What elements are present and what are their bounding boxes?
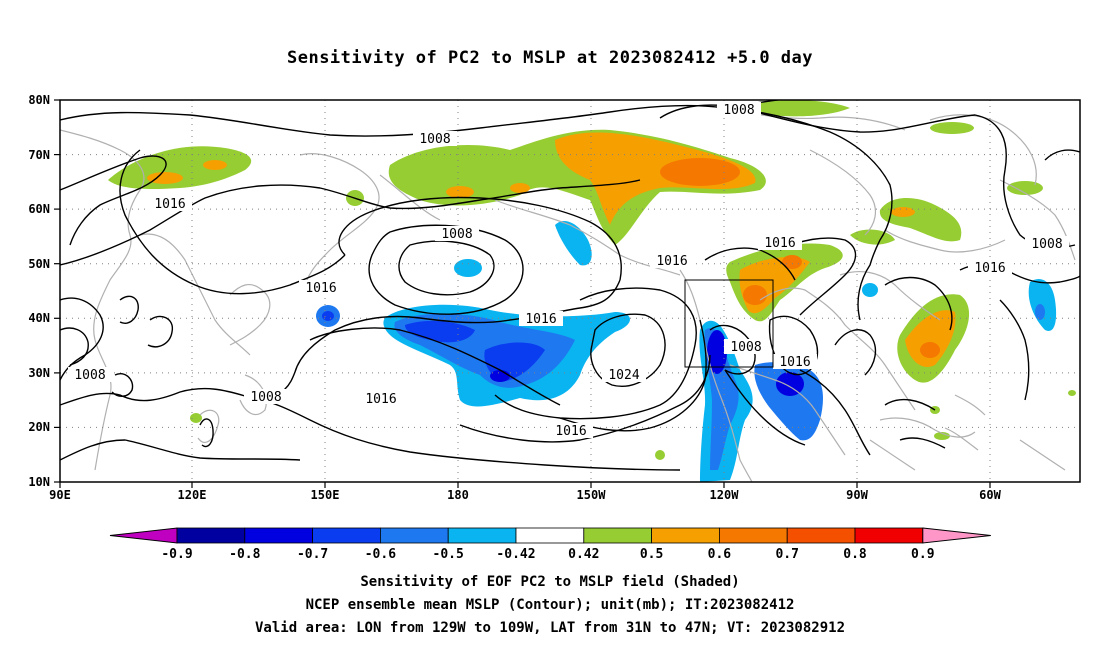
colorbar-tick-label: 0.42 xyxy=(568,547,599,562)
contour-label: 1008 xyxy=(250,390,281,405)
colorbar-extend-low xyxy=(109,527,178,544)
colorbar-tick-label: -0.9 xyxy=(161,547,192,562)
contour-label: 1008 xyxy=(723,103,754,118)
colorbar-cell xyxy=(312,527,381,544)
lon-label: 120E xyxy=(178,488,207,502)
lon-label: 90W xyxy=(846,488,868,502)
colorbar-cell xyxy=(515,527,585,544)
footer-caption-line-3: Valid area: LON from 129W to 109W, LAT f… xyxy=(254,620,845,636)
lat-label: 60N xyxy=(28,202,50,216)
colorbar-tick-label: -0.5 xyxy=(433,547,464,562)
colorbar-cell xyxy=(651,527,720,544)
plot-title: Sensitivity of PC2 to MSLP at 2023082412… xyxy=(286,48,813,68)
lat-label: 70N xyxy=(28,148,50,162)
colorbar-extend-high xyxy=(922,527,991,544)
colorbar-tick-label: -0.42 xyxy=(496,547,535,562)
colorbar-cell xyxy=(786,527,856,544)
lat-label: 40N xyxy=(28,311,50,325)
contour-label: 1016 xyxy=(779,355,810,370)
contour-label: 1024 xyxy=(608,368,639,383)
colorbar: -0.9 -0.8 -0.7 -0.6 -0.5 -0.42 0.42 0.5 0.6 0.7 0.… xyxy=(109,527,991,562)
axis-ticks xyxy=(54,99,991,488)
lat-label: 30N xyxy=(28,366,50,380)
latitude-labels: 80N 70N 60N 50N 40N 30N 20N 10N xyxy=(28,93,50,489)
colorbar-tick-label: 0.9 xyxy=(911,547,934,562)
contour-label: 1008 xyxy=(419,132,450,147)
footer-caption-line-2: NCEP ensemble mean MSLP (Contour); unit(… xyxy=(305,597,795,613)
colorbar-cell xyxy=(719,527,788,544)
colorbar-cell xyxy=(379,527,449,544)
colorbar-tick-label: -0.7 xyxy=(297,547,328,562)
contour-label: 1008 xyxy=(74,368,105,383)
valid-area-box xyxy=(684,279,774,368)
colorbar-tick-label: -0.6 xyxy=(365,547,396,562)
contour-label: 1016 xyxy=(305,281,336,296)
colorbar-cell xyxy=(854,527,924,544)
lat-label: 20N xyxy=(28,420,50,434)
contour-label: 1016 xyxy=(656,254,687,269)
lat-label: 10N xyxy=(28,475,50,489)
colorbar-cell xyxy=(447,527,517,544)
footer-caption-line-1: Sensitivity of EOF PC2 to MSLP field (Sh… xyxy=(360,574,740,590)
lat-label: 80N xyxy=(28,93,50,107)
colorbar-tick-label: 0.5 xyxy=(640,547,663,562)
lon-label: 180 xyxy=(447,488,469,502)
contour-label: 1016 xyxy=(764,236,795,251)
contour-label: 1016 xyxy=(974,261,1005,276)
colorbar-tick-label: -0.8 xyxy=(229,547,260,562)
contour-label: 1016 xyxy=(555,424,586,439)
longitude-labels: 90E 120E 150E 180 150W 120W 90W 60W xyxy=(49,488,1001,502)
lon-label: 150E xyxy=(311,488,340,502)
lat-label: 50N xyxy=(28,257,50,271)
colorbar-tick-label: 0.7 xyxy=(775,547,798,562)
contour-labels: 1008 1008 1016 1008 1016 1016 1016 1016 … xyxy=(68,102,1069,439)
contour-label: 1016 xyxy=(154,197,185,212)
contour-label: 1016 xyxy=(365,392,396,407)
lon-label: 90E xyxy=(49,488,71,502)
plot-frame xyxy=(59,99,1081,483)
colorbar-tick-label: 0.8 xyxy=(843,547,867,562)
contour-label: 1008 xyxy=(1031,237,1062,252)
contour-label: 1008 xyxy=(441,227,472,242)
lon-label: 120W xyxy=(710,488,740,502)
lon-label: 150W xyxy=(577,488,607,502)
colorbar-cell xyxy=(244,527,314,544)
colorbar-cell xyxy=(583,527,652,544)
colorbar-cell xyxy=(176,527,246,544)
colorbar-tick-label: 0.6 xyxy=(708,547,732,562)
mslp-contours xyxy=(60,100,1080,471)
positive-sensitivity-shading xyxy=(108,100,1076,460)
lon-label: 60W xyxy=(979,488,1001,502)
negative-sensitivity-shading xyxy=(316,220,1057,482)
contour-label: 1008 xyxy=(730,340,761,355)
contour-label: 1016 xyxy=(525,312,556,327)
